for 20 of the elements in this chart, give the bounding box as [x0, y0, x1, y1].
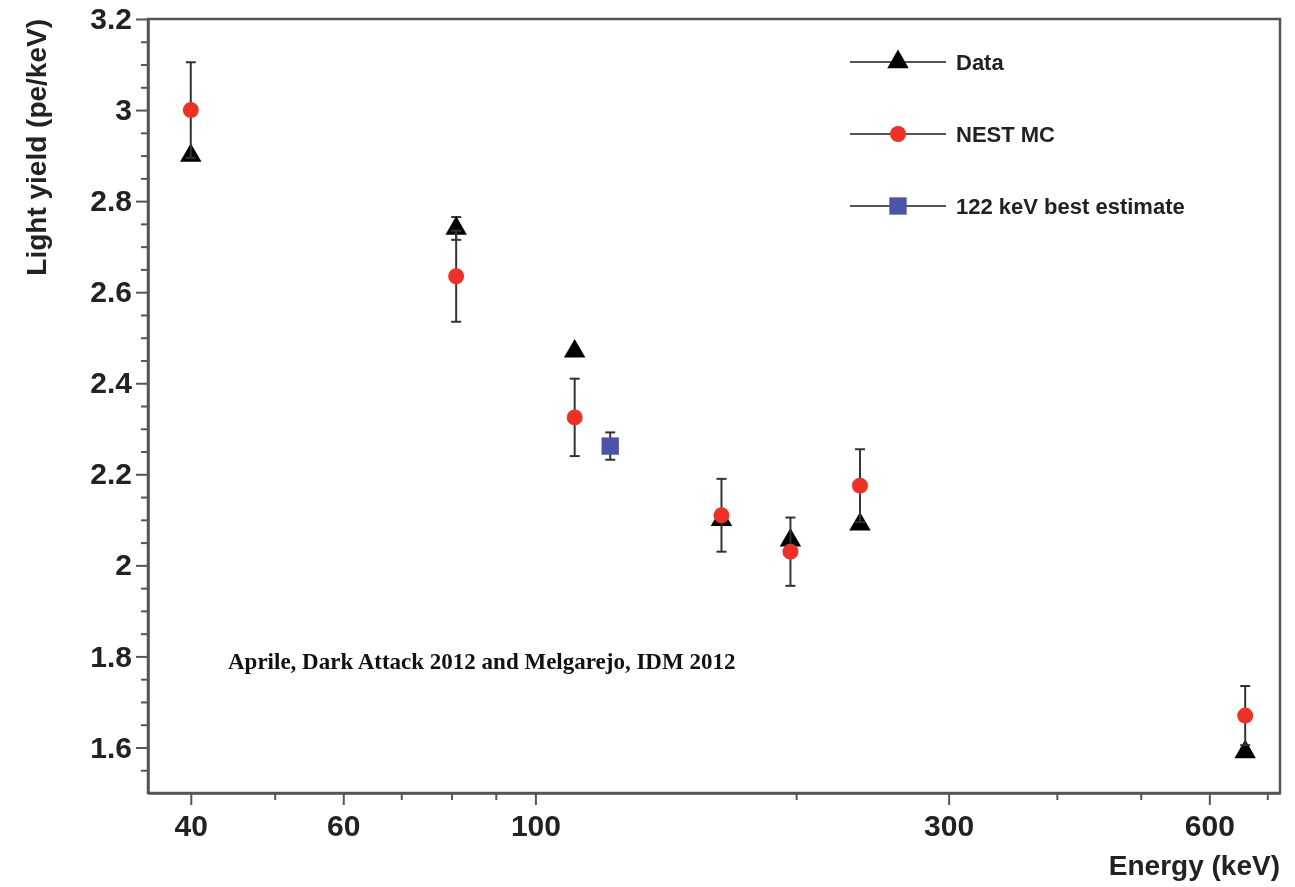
x-axis-title: Energy (keV)	[1108, 850, 1280, 881]
y-tick-label: 2.6	[90, 275, 132, 309]
y-tick-label: 2	[115, 548, 132, 582]
y-tick-label: 2.2	[90, 457, 132, 491]
y-tick-label: 1.8	[90, 639, 132, 673]
y-tick-label: 3	[115, 93, 132, 127]
y-tick-label: 1.6	[90, 730, 132, 764]
y-tick-label: 3.2	[90, 2, 132, 36]
x-tick-label: 40	[174, 809, 208, 843]
x-tick-label: 600	[1184, 809, 1235, 843]
legend-label: Data	[956, 50, 1005, 75]
annotation: Aprile, Dark Attack 2012 and Melgarejo, IDM 2012	[228, 649, 736, 674]
x-tick-label: 100	[510, 809, 561, 843]
x-tick-label: 300	[924, 809, 975, 843]
legend-label: NEST MC	[956, 122, 1056, 147]
y-tick-label: 2.4	[90, 366, 133, 400]
x-tick-label: 60	[327, 809, 361, 843]
legend-label: 122 keV best estimate	[956, 194, 1185, 219]
y-tick-label: 2.8	[90, 184, 132, 218]
y-axis-title: Light yield (pe/keV)	[21, 19, 52, 276]
